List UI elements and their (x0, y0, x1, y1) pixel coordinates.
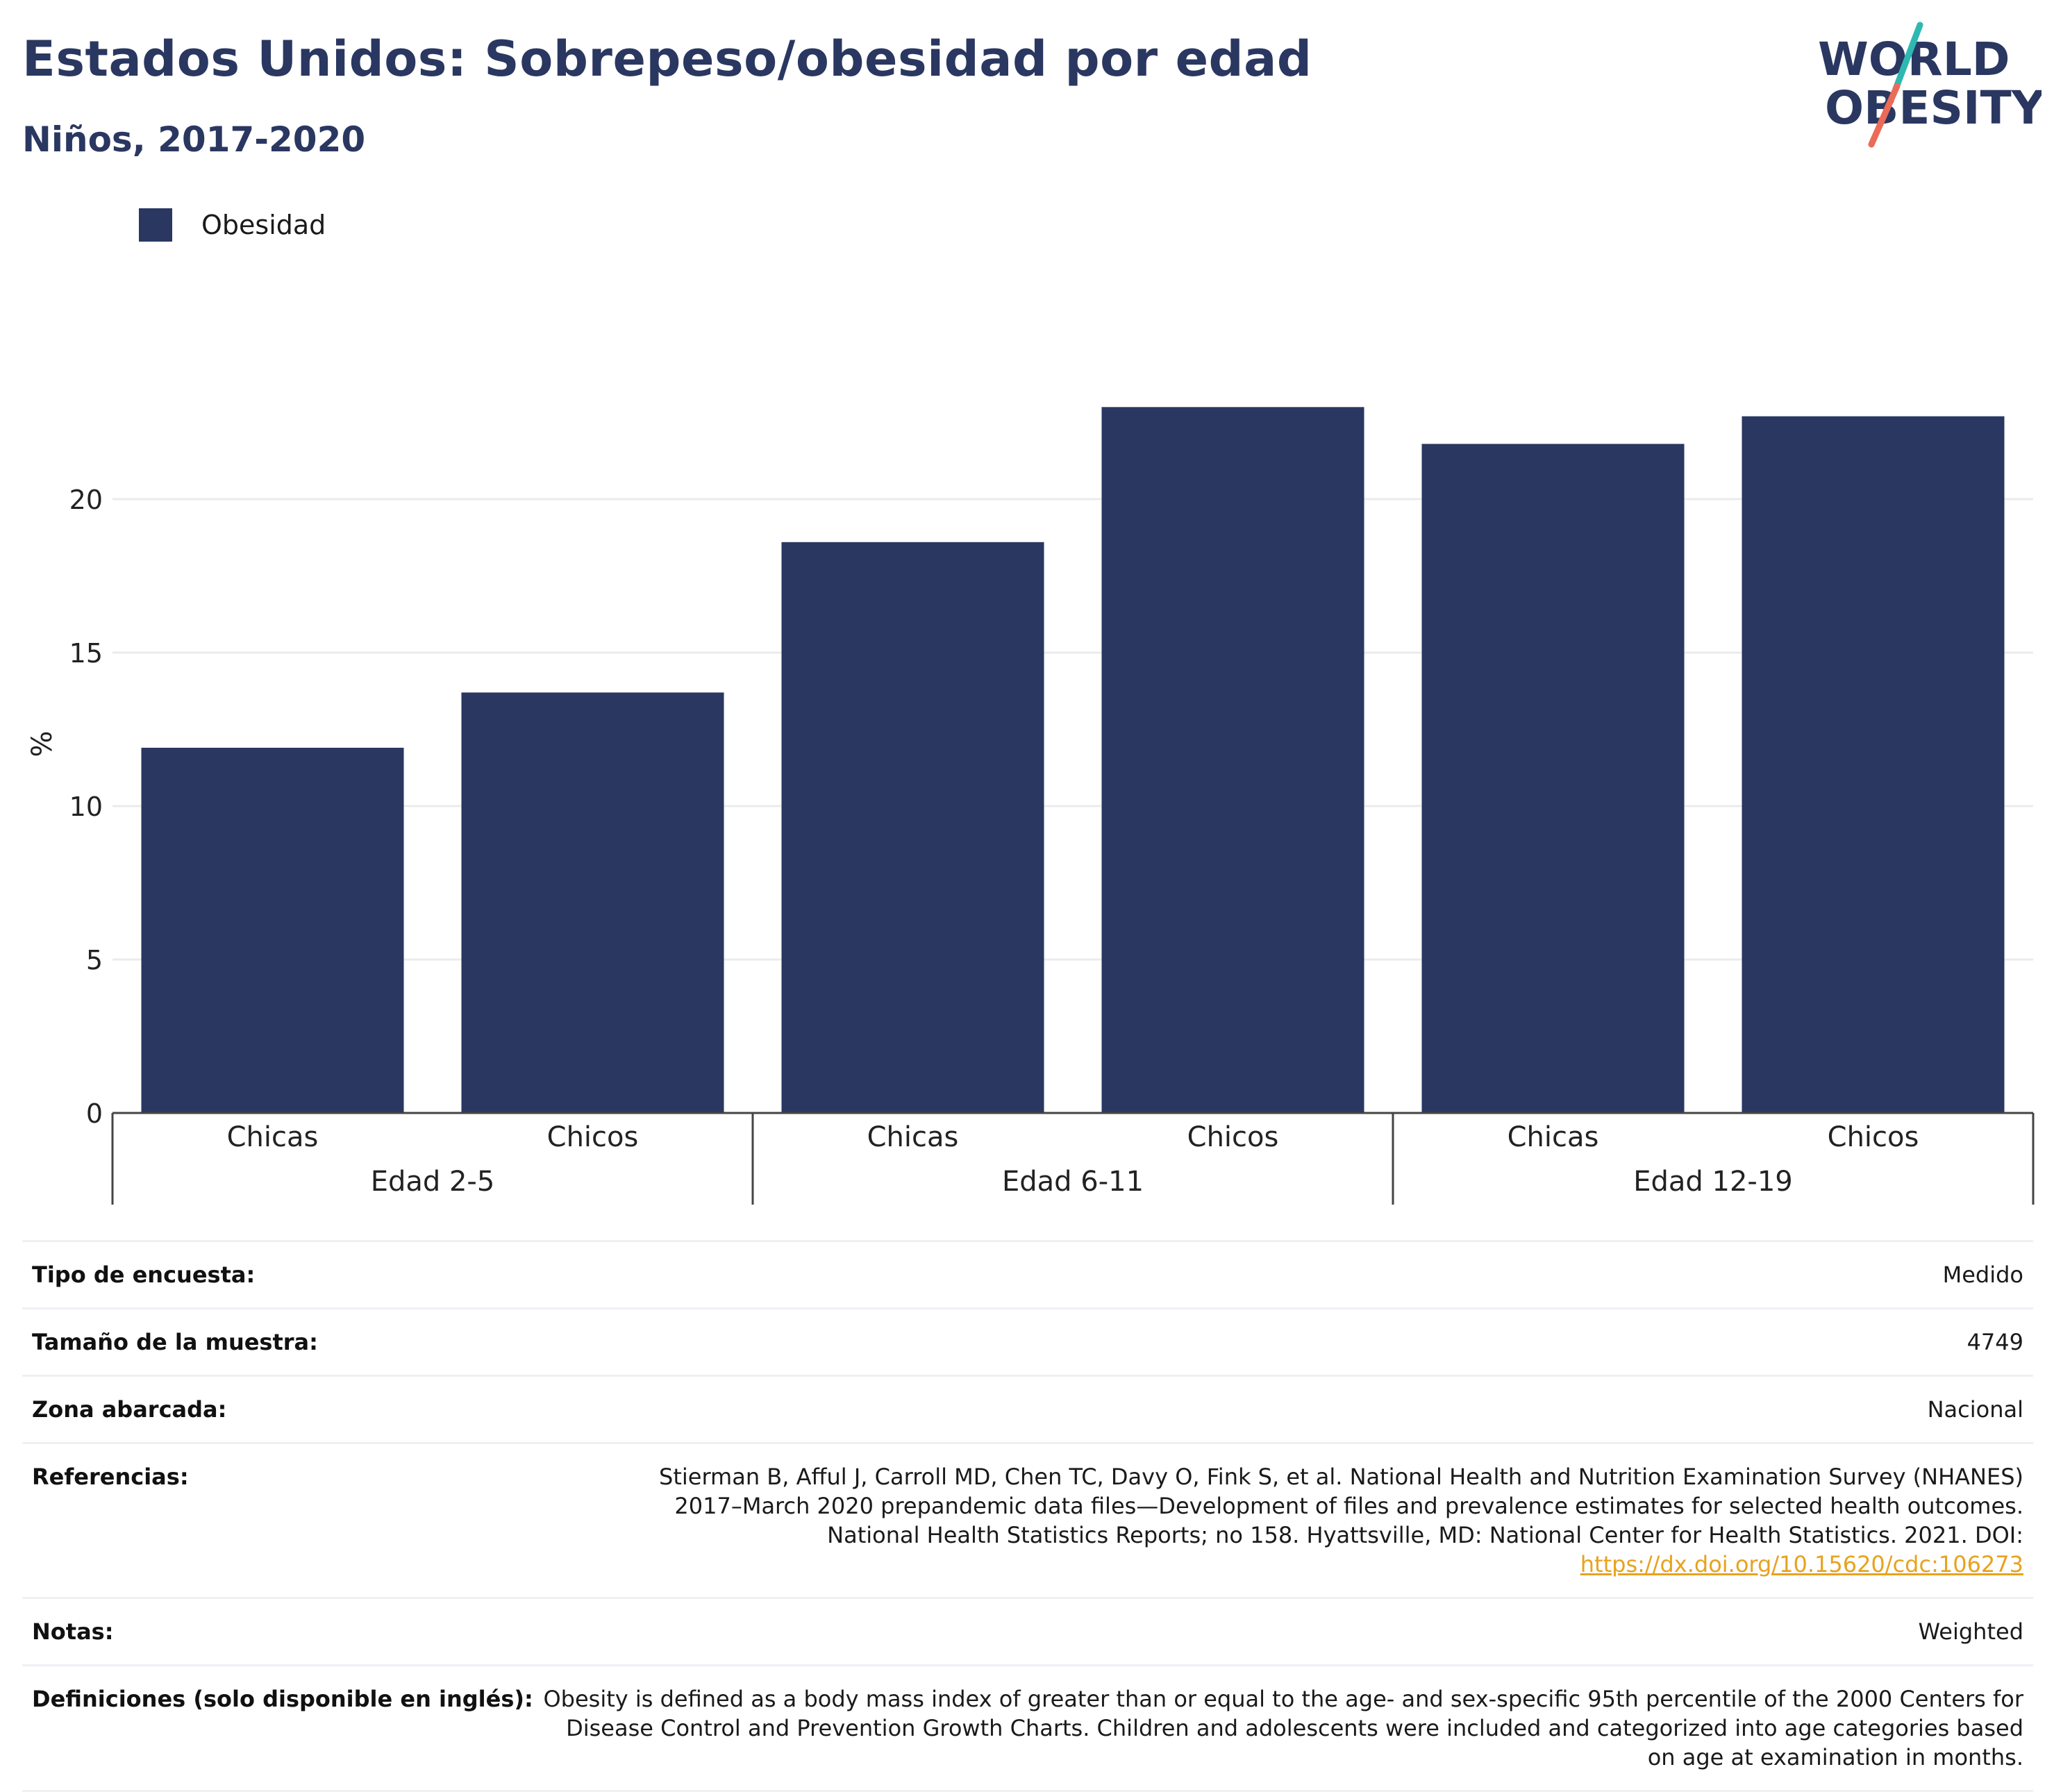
legend-swatch (139, 208, 172, 242)
meta-label: Referencias: (32, 1464, 189, 1490)
reference-text: Stierman B, Afful J, Carroll MD, Chen TC… (659, 1464, 2023, 1548)
chart-legend: Obesidad (139, 208, 326, 242)
bar (461, 692, 724, 1113)
meta-value: 4749 (1967, 1329, 2023, 1355)
bar (141, 747, 404, 1113)
meta-value: Obesity is defined as a body mass index … (543, 1686, 2023, 1770)
x-group-label: Edad 12-19 (1633, 1166, 1793, 1198)
bar (1742, 416, 2005, 1113)
meta-value: Weighted (1918, 1618, 2023, 1645)
logo-line-2: OBESITY (1825, 81, 2042, 135)
y-tick-label: 5 (86, 945, 103, 975)
logo-slash-coral (1868, 83, 1901, 148)
x-category-label: Chicas (867, 1121, 959, 1153)
x-category-label: Chicos (547, 1121, 639, 1153)
y-tick-label: 20 (69, 485, 103, 515)
x-category-label: Chicos (1828, 1121, 1919, 1153)
meta-row-definitions: Definiciones (solo disponible en inglés)… (22, 1666, 2033, 1792)
world-obesity-logo-icon: WORLD OBESITY (1818, 22, 2042, 148)
meta-label: Notas: (32, 1618, 114, 1645)
meta-value: Nacional (1927, 1396, 2023, 1423)
bar (1101, 407, 1364, 1113)
bar (781, 542, 1044, 1113)
meta-row-notes: Notas: Weighted (22, 1599, 2033, 1666)
meta-row-references: Referencias: Stierman B, Afful J, Carrol… (22, 1444, 2033, 1599)
x-category-label: Chicas (1508, 1121, 1599, 1153)
meta-value: Stierman B, Afful J, Carroll MD, Chen TC… (607, 1462, 2023, 1579)
x-category-label: Chicas (227, 1121, 319, 1153)
logo-slash-teal (1892, 22, 1923, 92)
meta-label: Tipo de encuesta: (32, 1262, 256, 1288)
meta-label: Definiciones (solo disponible en inglés)… (32, 1686, 533, 1712)
reference-doi-link[interactable]: https://dx.doi.org/10.15620/cdc:106273 (1580, 1551, 2023, 1577)
meta-row-sample-size: Tamaño de la muestra: 4749 (22, 1309, 2033, 1377)
meta-row-area: Zona abarcada: Nacional (22, 1377, 2033, 1444)
meta-value: Medido (1942, 1262, 2023, 1288)
metadata-table: Tipo de encuesta: Medido Tamaño de la mu… (22, 1240, 2033, 1792)
x-group-label: Edad 2-5 (371, 1166, 495, 1198)
bar (1421, 444, 1685, 1113)
legend-label: Obesidad (201, 210, 326, 240)
x-group-label: Edad 6-11 (1002, 1166, 1144, 1198)
chart-subtitle: Niños, 2017-2020 (22, 119, 366, 160)
y-tick-label: 0 (86, 1098, 103, 1129)
bar-chart: 0 5 10 15 20% Chicas Chicos Edad 2-5 Chicas Chico… (26, 407, 2035, 1205)
meta-row-survey-type: Tipo de encuesta: Medido (22, 1242, 2033, 1309)
y-axis-label: % (26, 730, 58, 757)
meta-label: Tamaño de la muestra: (32, 1329, 318, 1355)
x-category-label: Chicos (1187, 1121, 1279, 1153)
y-tick-label: 10 (69, 792, 103, 822)
chart-title: Estados Unidos: Sobrepeso/obesidad por e… (22, 31, 1312, 87)
y-tick-label: 15 (69, 638, 103, 669)
meta-label: Zona abarcada: (32, 1396, 227, 1423)
